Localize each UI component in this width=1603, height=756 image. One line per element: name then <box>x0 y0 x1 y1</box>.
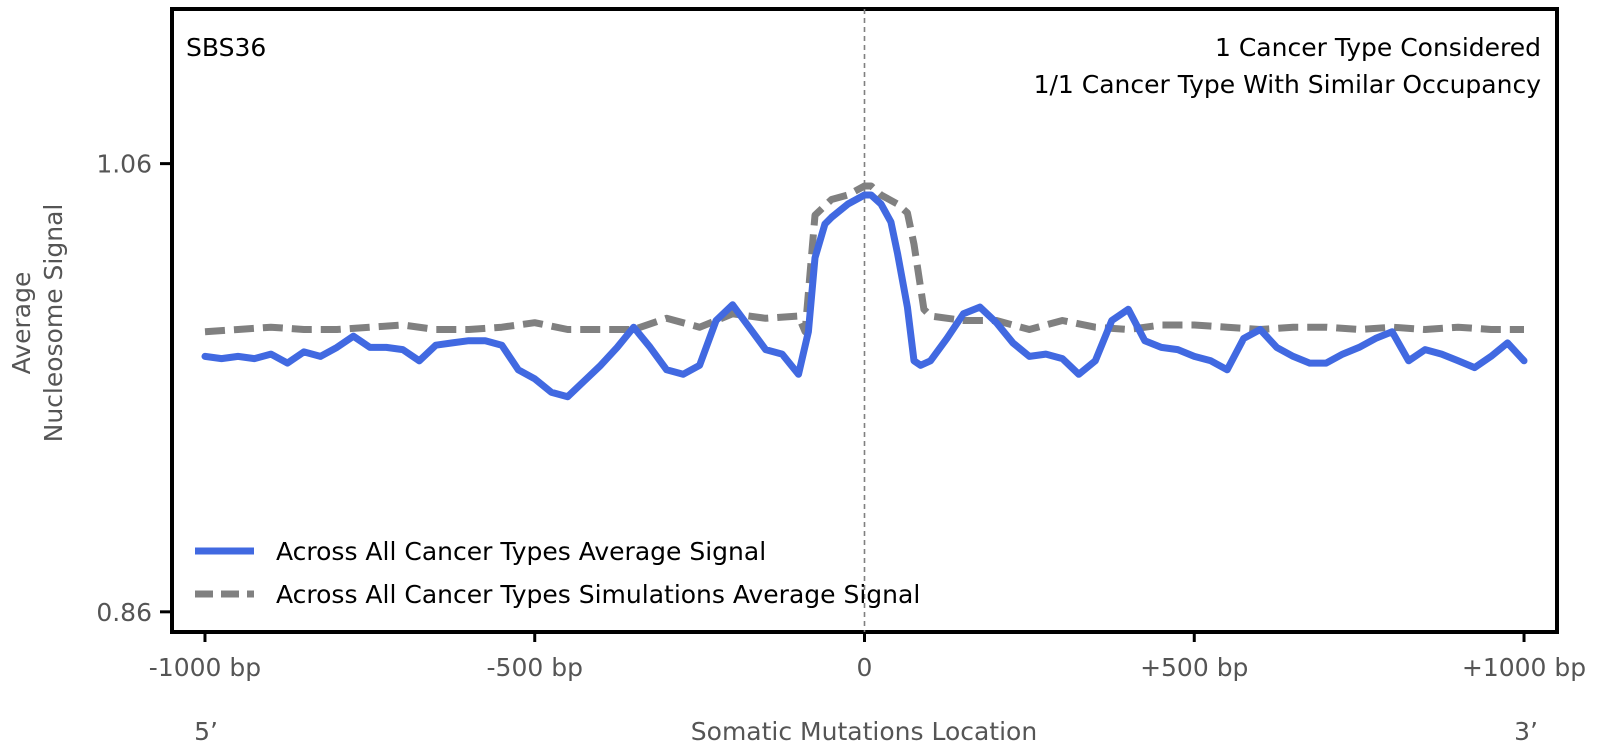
five-prime-label: 5’ <box>194 717 218 746</box>
plot-area <box>170 7 1559 634</box>
y-axis-label-line-2: Nucleosome Signal <box>39 204 68 443</box>
series-layer <box>201 182 1528 401</box>
x-tick-label: 0 <box>857 653 873 682</box>
chart-title: SBS36 <box>186 33 266 62</box>
legend: Across All Cancer Types Average Signal A… <box>195 537 920 609</box>
x-axis-label: Somatic Mutations Location <box>691 717 1037 746</box>
x-tick-label: +500 bp <box>1140 653 1248 682</box>
x-tick-label: -500 bp <box>487 653 583 682</box>
x-tick-label: +1000 bp <box>1462 653 1586 682</box>
y-tick-label: 1.06 <box>96 150 152 179</box>
y-axis: 0.86 1.06 <box>96 150 172 627</box>
annotation-similar-occupancy: 1/1 Cancer Type With Similar Occupancy <box>1034 70 1542 99</box>
legend-label-observed: Across All Cancer Types Average Signal <box>276 537 766 566</box>
three-prime-label: 3’ <box>1514 717 1538 746</box>
x-tick-label: -1000 bp <box>149 653 261 682</box>
y-axis-label-line-1: Average <box>7 272 36 375</box>
x-axis: -1000 bp -500 bp 0 +500 bp +1000 bp <box>149 632 1586 682</box>
series-line-observed <box>201 191 1528 401</box>
annotation-cancer-types: 1 Cancer Type Considered <box>1215 33 1541 62</box>
y-tick-label: 0.86 <box>96 598 152 627</box>
legend-label-simulated: Across All Cancer Types Simulations Aver… <box>276 580 920 609</box>
